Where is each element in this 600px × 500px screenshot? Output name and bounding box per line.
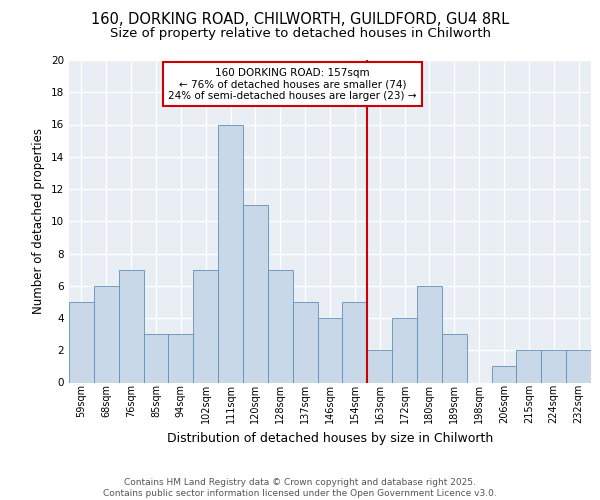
Bar <box>517 350 541 382</box>
Bar <box>293 302 317 382</box>
Bar <box>169 334 193 382</box>
Bar <box>417 286 442 382</box>
Bar <box>491 366 517 382</box>
Bar <box>193 270 218 382</box>
Bar <box>367 350 392 382</box>
Text: 160, DORKING ROAD, CHILWORTH, GUILDFORD, GU4 8RL: 160, DORKING ROAD, CHILWORTH, GUILDFORD,… <box>91 12 509 28</box>
Bar <box>94 286 119 382</box>
Bar <box>119 270 143 382</box>
Bar <box>442 334 467 382</box>
Bar <box>392 318 417 382</box>
Text: Size of property relative to detached houses in Chilworth: Size of property relative to detached ho… <box>110 28 491 40</box>
Bar <box>268 270 293 382</box>
X-axis label: Distribution of detached houses by size in Chilworth: Distribution of detached houses by size … <box>167 432 493 444</box>
Text: Contains HM Land Registry data © Crown copyright and database right 2025.
Contai: Contains HM Land Registry data © Crown c… <box>103 478 497 498</box>
Bar <box>343 302 367 382</box>
Y-axis label: Number of detached properties: Number of detached properties <box>32 128 46 314</box>
Bar <box>143 334 169 382</box>
Bar <box>317 318 343 382</box>
Bar <box>243 205 268 382</box>
Bar <box>566 350 591 382</box>
Bar <box>218 124 243 382</box>
Bar <box>69 302 94 382</box>
Text: 160 DORKING ROAD: 157sqm
← 76% of detached houses are smaller (74)
24% of semi-d: 160 DORKING ROAD: 157sqm ← 76% of detach… <box>169 68 417 101</box>
Bar <box>541 350 566 382</box>
